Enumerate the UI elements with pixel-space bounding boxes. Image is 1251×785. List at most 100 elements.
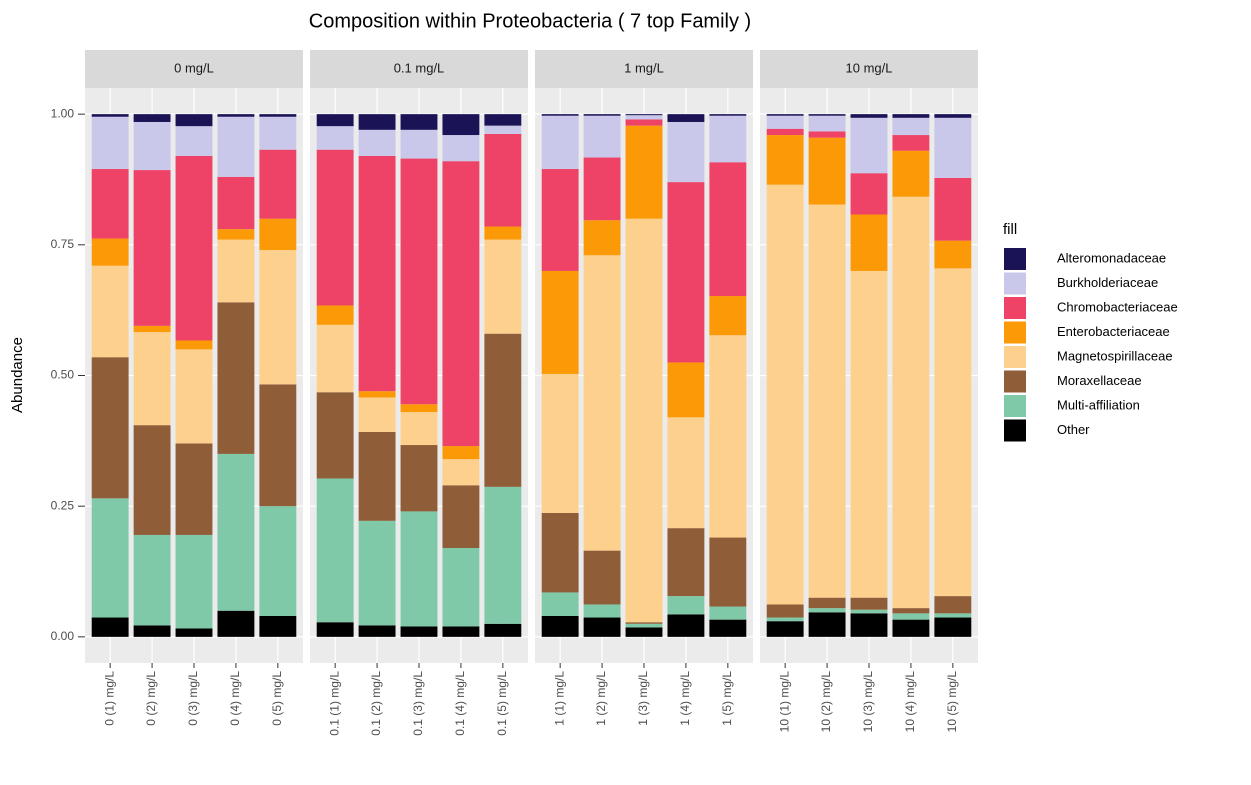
y-axis-label: Abundance [9, 337, 26, 413]
facet-label: 1 mg/L [624, 60, 664, 75]
bar-segment [400, 626, 438, 637]
bar-segment [400, 158, 438, 405]
bar-segment [625, 115, 663, 120]
bar-segment [442, 548, 480, 627]
bar-segment [175, 628, 213, 637]
bar-segment [400, 445, 438, 512]
x-tick-label: 10 (4) mg/L [903, 671, 917, 733]
x-tick-label: 0.1 (1) mg/L [327, 671, 341, 736]
bar-segment [583, 157, 621, 221]
bar-segment [316, 126, 354, 150]
bar-segment [934, 114, 972, 118]
bar-segment [91, 265, 129, 358]
bar-segment [583, 255, 621, 551]
bar-segment [484, 333, 522, 487]
bar-segment [850, 114, 888, 118]
bar-segment [850, 214, 888, 271]
bar-segment [316, 305, 354, 325]
bar-segment [400, 404, 438, 413]
bar-segment [667, 362, 705, 418]
bar-segment [808, 114, 846, 116]
bar-segment [934, 613, 972, 618]
x-tick-label: 0.1 (4) mg/L [453, 671, 467, 736]
bar-segment [766, 621, 804, 637]
bar-segment [442, 485, 480, 548]
bar-segment [217, 453, 255, 611]
bar-segment [667, 614, 705, 637]
bar-segment [766, 135, 804, 185]
bar-segment [766, 184, 804, 605]
bar-segment [892, 150, 930, 197]
facet-strip [310, 50, 528, 88]
bar-segment [358, 129, 396, 156]
bar-segment [625, 119, 663, 126]
bar-segment [766, 604, 804, 618]
legend-label: Magnetospirillaceae [1057, 348, 1173, 363]
legend-swatch [1004, 248, 1026, 270]
bar-segment [133, 332, 171, 426]
x-tick-label: 10 (1) mg/L [777, 671, 791, 733]
x-tick-label: 0 (3) mg/L [186, 671, 200, 726]
bar-segment [808, 137, 846, 205]
bar-segment [808, 612, 846, 637]
bar-segment [709, 606, 747, 620]
bar-segment [91, 114, 129, 117]
x-tick-label: 10 (2) mg/L [819, 671, 833, 733]
bar-segment [259, 149, 297, 219]
facet-strip [535, 50, 753, 88]
bar-segment [358, 625, 396, 637]
y-tick-label: 1.00 [51, 106, 75, 120]
bar-segment [133, 325, 171, 333]
bar-segment [316, 114, 354, 127]
bar-segment [583, 617, 621, 637]
bar-segment [91, 357, 129, 499]
bar-segment [484, 125, 522, 134]
chart-title: Composition within Proteobacteria ( 7 to… [309, 10, 751, 32]
y-tick-label: 0.25 [51, 498, 75, 512]
bar-segment [892, 613, 930, 620]
bar-segment [934, 117, 972, 178]
legend-label: Burkholderiaceae [1057, 275, 1158, 290]
bar-segment [541, 373, 579, 513]
facet-label: 0 mg/L [174, 60, 214, 75]
bar-segment [583, 115, 621, 158]
x-tick-label: 1 (4) mg/L [678, 671, 692, 726]
bar-segment [133, 534, 171, 626]
x-tick-label: 0 (1) mg/L [102, 671, 116, 726]
bar-segment [709, 296, 747, 336]
x-tick-label: 0 (2) mg/L [144, 671, 158, 726]
y-tick-label: 0.75 [51, 237, 75, 251]
bar-segment [358, 155, 396, 392]
x-tick-label: 1 (3) mg/L [636, 671, 650, 726]
bar-segment [709, 619, 747, 637]
bar-segment [667, 182, 705, 363]
bar-segment [358, 520, 396, 626]
bar-segment [934, 596, 972, 614]
x-tick-label: 1 (2) mg/L [594, 671, 608, 726]
bar-segment [217, 610, 255, 637]
bar-segment [484, 239, 522, 334]
bar-segment [259, 384, 297, 507]
bar-segment [175, 114, 213, 127]
bar-segment [892, 619, 930, 637]
bar-segment [667, 417, 705, 529]
bar-segment [541, 114, 579, 116]
bar-segment [934, 240, 972, 269]
x-tick-label: 10 (5) mg/L [945, 671, 959, 733]
bar-segment [358, 397, 396, 432]
bar-segment [709, 537, 747, 607]
bar-segment [892, 114, 930, 118]
legend-swatch [1004, 346, 1026, 368]
bar-segment [850, 173, 888, 215]
bar-segment [541, 115, 579, 170]
bar-segment [217, 114, 255, 117]
bar-segment [484, 486, 522, 624]
bar-segment [541, 615, 579, 637]
legend-label: Enterobacteriaceae [1057, 324, 1170, 339]
bar-segment [709, 162, 747, 297]
bar-segment [175, 155, 213, 341]
bar-segment [484, 114, 522, 126]
bar-segment [442, 459, 480, 486]
bar-segment [358, 391, 396, 398]
